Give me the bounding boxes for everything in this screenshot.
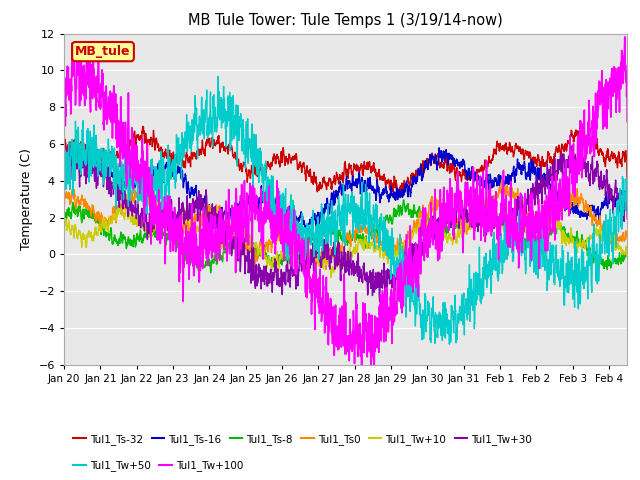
Y-axis label: Temperature (C): Temperature (C) (20, 148, 33, 250)
Legend: Tul1_Tw+50, Tul1_Tw+100: Tul1_Tw+50, Tul1_Tw+100 (69, 456, 248, 476)
Text: MB_tule: MB_tule (76, 45, 131, 58)
Title: MB Tule Tower: Tule Temps 1 (3/19/14-now): MB Tule Tower: Tule Temps 1 (3/19/14-now… (188, 13, 503, 28)
